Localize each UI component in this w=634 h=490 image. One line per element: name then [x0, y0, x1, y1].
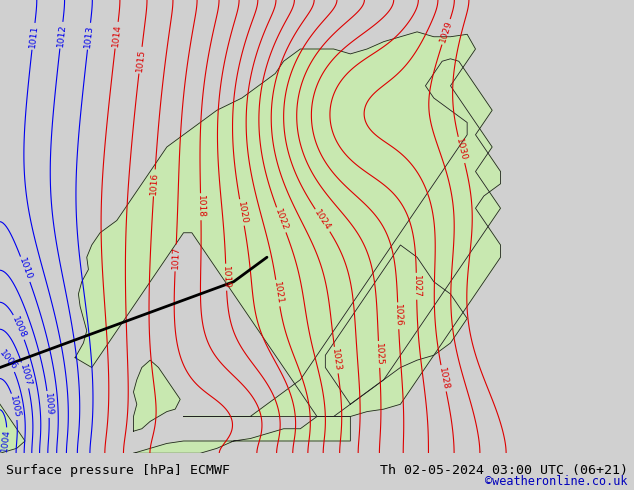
Text: 1026: 1026 [393, 304, 403, 327]
Text: 1029: 1029 [438, 20, 454, 44]
Text: Surface pressure [hPa] ECMWF: Surface pressure [hPa] ECMWF [6, 465, 230, 477]
Polygon shape [75, 32, 500, 416]
Text: 1018: 1018 [196, 195, 205, 219]
Text: 1008: 1008 [11, 315, 28, 340]
Text: 1006: 1006 [0, 348, 19, 372]
Text: 1004: 1004 [0, 429, 11, 453]
Text: Th 02-05-2024 03:00 UTC (06+21): Th 02-05-2024 03:00 UTC (06+21) [380, 465, 628, 477]
Text: 1027: 1027 [412, 275, 421, 298]
Text: 1019: 1019 [221, 266, 231, 289]
Text: 1025: 1025 [374, 343, 384, 366]
Text: 1009: 1009 [43, 392, 54, 416]
Text: 1030: 1030 [455, 138, 469, 162]
Text: 1021: 1021 [271, 281, 284, 305]
Text: 1010: 1010 [17, 257, 34, 282]
Text: ©weatheronline.co.uk: ©weatheronline.co.uk [485, 475, 628, 488]
Text: 1012: 1012 [56, 24, 67, 47]
Polygon shape [183, 59, 500, 416]
Text: 1022: 1022 [273, 208, 290, 232]
Polygon shape [325, 245, 467, 404]
Text: 1017: 1017 [171, 246, 181, 270]
Text: 1015: 1015 [134, 48, 146, 72]
Text: 1023: 1023 [330, 348, 342, 372]
Text: 1007: 1007 [18, 363, 33, 388]
Text: 1005: 1005 [8, 394, 22, 419]
Text: 1016: 1016 [149, 171, 160, 195]
Text: 1020: 1020 [236, 200, 249, 224]
Text: 1014: 1014 [111, 24, 122, 47]
Text: 1024: 1024 [313, 208, 333, 232]
Text: 1013: 1013 [83, 24, 94, 48]
Polygon shape [134, 360, 180, 431]
Polygon shape [134, 416, 351, 453]
Text: 1028: 1028 [437, 366, 450, 391]
Polygon shape [0, 331, 25, 453]
Text: 1011: 1011 [28, 24, 39, 49]
